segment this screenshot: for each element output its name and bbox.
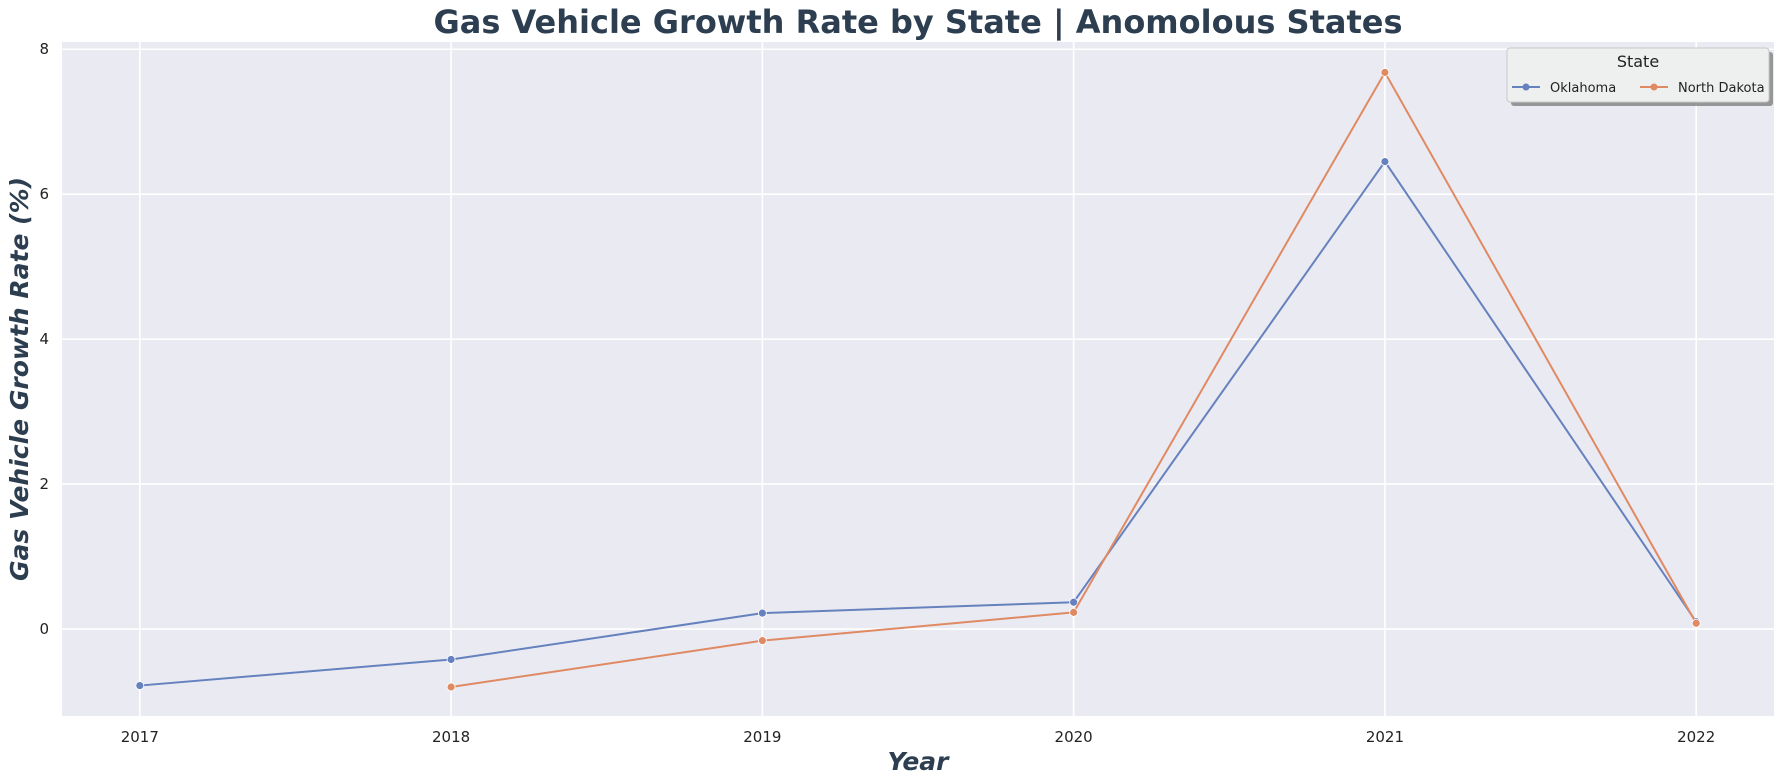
chart-title: Gas Vehicle Growth Rate by State | Anomo… — [433, 3, 1402, 42]
data-point — [757, 636, 767, 646]
legend-items: Oklahoma North Dakota — [1512, 81, 1765, 96]
x-tick-label: 2018 — [432, 728, 470, 746]
data-point — [1691, 618, 1701, 628]
data-point — [446, 655, 456, 664]
series-line — [139, 160, 1698, 687]
y-tick-label: 4 — [39, 330, 49, 348]
x-tick-label: 2020 — [1055, 728, 1093, 746]
legend: State Oklahoma North Dakota — [1506, 47, 1773, 106]
legend-label: North Dakota — [1678, 81, 1765, 96]
legend-marker — [1522, 83, 1530, 91]
data-point — [1380, 68, 1390, 77]
legend-title: State — [1617, 52, 1659, 71]
x-tick-label: 2022 — [1677, 728, 1715, 746]
data-point — [135, 681, 145, 690]
data-point — [1069, 597, 1079, 607]
x-tick-label: 2021 — [1366, 728, 1404, 746]
legend-item: North Dakota — [1640, 81, 1765, 96]
grid — [62, 42, 1774, 716]
data-point — [1380, 157, 1390, 166]
data-point — [1069, 607, 1079, 617]
y-axis-label: Gas Vehicle Growth Rate (%) — [5, 177, 34, 581]
data-point — [446, 682, 456, 692]
series-layer — [135, 68, 1701, 692]
plot-area — [62, 42, 1774, 716]
legend-box — [1506, 47, 1770, 103]
y-tick-label: 6 — [39, 185, 49, 203]
x-tick-label: 2019 — [743, 728, 781, 746]
y-tick-label: 8 — [39, 40, 49, 58]
data-point — [757, 608, 767, 618]
x-axis-label: Year — [887, 747, 950, 776]
legend-item: Oklahoma — [1512, 81, 1616, 96]
series-oklahoma — [135, 157, 1701, 690]
y-tick-label: 0 — [39, 620, 49, 638]
x-tick-label: 2017 — [121, 728, 159, 746]
tick-labels: 2017 2018 2019 2020 2021 2022 0 2 4 6 8 — [39, 40, 1715, 746]
legend-marker — [1650, 83, 1658, 91]
y-tick-label: 2 — [39, 475, 49, 493]
legend-label: Oklahoma — [1550, 81, 1616, 96]
series-north-dakota — [446, 68, 1701, 692]
